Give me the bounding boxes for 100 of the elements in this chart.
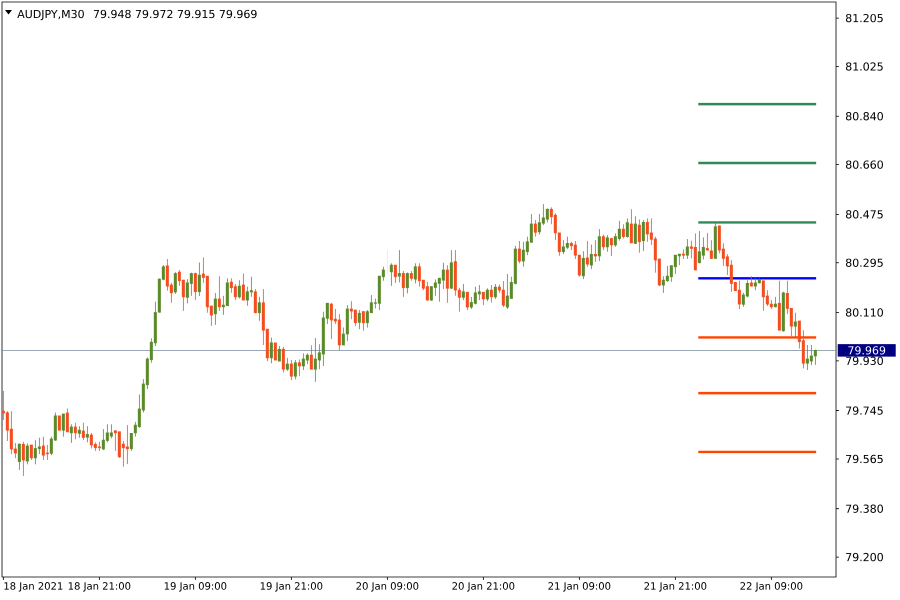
candlestick	[46, 444, 49, 460]
x-tick-label: 18 Jan 2021	[4, 582, 62, 592]
candlestick	[230, 278, 233, 294]
y-tick-label: 81.025	[846, 62, 883, 71]
candlestick	[350, 300, 353, 320]
candlestick	[406, 272, 409, 294]
candlestick	[314, 338, 317, 382]
candlestick	[270, 337, 273, 364]
y-tick-label: 80.110	[846, 308, 883, 317]
x-tick-label: 19 Jan 21:00	[260, 582, 322, 592]
y-tick-label: 80.295	[846, 258, 883, 267]
y-tick-label: 80.475	[846, 210, 883, 219]
candlestick	[774, 296, 777, 308]
ref-line-label: 79.969	[848, 346, 886, 355]
candlestick	[466, 292, 469, 310]
x-tick-label: 21 Jan 21:00	[644, 582, 706, 592]
candlestick	[686, 238, 689, 260]
candlestick	[402, 270, 405, 298]
candlestick	[42, 436, 45, 460]
candlestick	[22, 441, 25, 476]
candlestick	[738, 280, 741, 310]
candlestick	[610, 237, 613, 256]
candlestick	[62, 414, 65, 438]
candlestick	[618, 220, 621, 242]
candlestick	[174, 272, 177, 294]
candlestick	[310, 344, 313, 370]
candlestick	[522, 241, 525, 268]
candlestick	[594, 240, 597, 262]
x-tick-label: 21 Jan 09:00	[548, 582, 610, 592]
candlestick	[234, 284, 237, 300]
candlestick	[226, 278, 229, 306]
candlestick	[518, 240, 521, 264]
candlestick	[566, 236, 569, 250]
candlestick	[806, 344, 809, 370]
candlestick	[694, 233, 697, 270]
candlestick	[474, 286, 477, 305]
candlestick	[166, 258, 169, 292]
candlestick	[666, 266, 669, 282]
y-tick-label: 79.930	[846, 356, 883, 366]
y-tick-label: 80.840	[846, 112, 883, 120]
candlestick	[294, 360, 297, 380]
candlestick	[626, 218, 629, 238]
candlestick	[446, 264, 449, 304]
candlestick	[642, 220, 645, 252]
candlestick	[410, 270, 413, 282]
candlestick	[278, 346, 281, 362]
candlestick	[330, 302, 333, 340]
y-tick-label: 79.745	[846, 406, 883, 415]
candlestick	[362, 310, 365, 332]
candlestick	[306, 352, 309, 364]
candlestick	[358, 310, 361, 330]
candlestick	[198, 262, 201, 296]
candlestick	[706, 232, 709, 250]
candlestick	[582, 250, 585, 280]
candlestick	[602, 234, 605, 250]
y-tick-label: 79.200	[846, 552, 883, 562]
candlestick	[66, 408, 69, 432]
candlestick	[26, 442, 29, 465]
candlestick	[418, 262, 421, 288]
candlestick	[18, 442, 21, 470]
candlestick	[82, 422, 85, 441]
candlestick	[414, 262, 417, 284]
candlestick	[254, 288, 257, 314]
candlestick	[622, 224, 625, 239]
candlestick	[34, 440, 37, 465]
candlestick	[74, 422, 77, 440]
candlestick	[538, 214, 541, 235]
candlestick	[502, 280, 505, 308]
candlestick	[646, 218, 649, 242]
candlestick	[238, 280, 241, 299]
candlestick	[10, 410, 13, 455]
candlestick	[30, 444, 33, 460]
candlestick	[190, 272, 193, 296]
candlestick	[486, 288, 489, 302]
candlestick	[70, 424, 73, 444]
candlestick	[302, 352, 305, 370]
candlestick	[638, 219, 641, 254]
candlestick	[38, 437, 41, 455]
text: AUDJPY,M30	[17, 10, 84, 20]
candlestick	[814, 349, 817, 366]
candlestick	[534, 220, 537, 238]
candlestick	[246, 286, 249, 306]
candlestick	[258, 296, 261, 322]
candlestick	[682, 248, 685, 260]
candlestick	[90, 432, 93, 449]
candlestick	[478, 284, 481, 300]
text: 79.948 79.972 79.915 79.969	[94, 10, 257, 18]
candlestick	[506, 274, 509, 310]
candlestick	[242, 273, 245, 300]
x-tick-label: 20 Jan 21:00	[452, 582, 514, 592]
candlestick	[274, 342, 277, 360]
candlestick	[470, 296, 473, 310]
y-tick-label: 79.565	[846, 454, 883, 464]
candlestick	[482, 292, 485, 306]
candlestick	[442, 262, 445, 290]
candlestick	[590, 244, 593, 270]
candlestick	[754, 278, 757, 291]
candlestick	[634, 216, 637, 245]
candlestick	[606, 234, 609, 252]
candlestick	[218, 276, 221, 312]
